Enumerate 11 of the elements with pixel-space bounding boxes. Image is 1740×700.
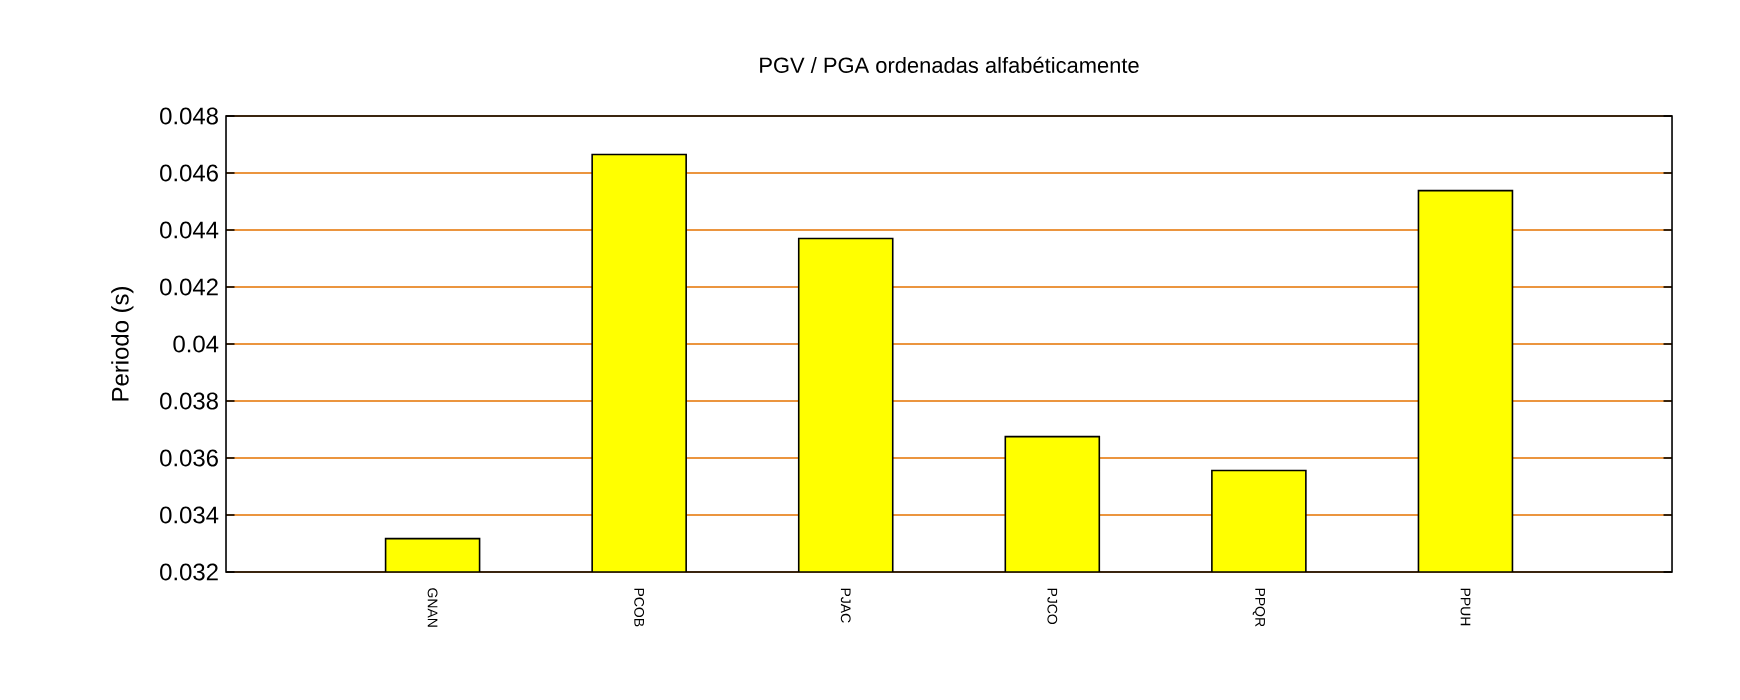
y-tick-label: 0.036: [160, 449, 218, 467]
y-tick-label: 0.038: [160, 392, 218, 410]
y-tick-label: 0.04: [173, 335, 219, 353]
y-tick-label: 0.034: [160, 506, 219, 524]
y-tick-label: 0.046: [160, 164, 218, 182]
y-tick-label: 0.032: [160, 563, 218, 581]
y-axis-title: Periodo (s): [111, 287, 134, 401]
y-tick-label: 0.044: [160, 221, 219, 239]
y-tick-label: 0.042: [160, 278, 218, 296]
y-tick-label: 0.048: [160, 107, 218, 125]
chart-title: PGV / PGA ordenadas alfabéticamente: [760, 56, 1139, 73]
